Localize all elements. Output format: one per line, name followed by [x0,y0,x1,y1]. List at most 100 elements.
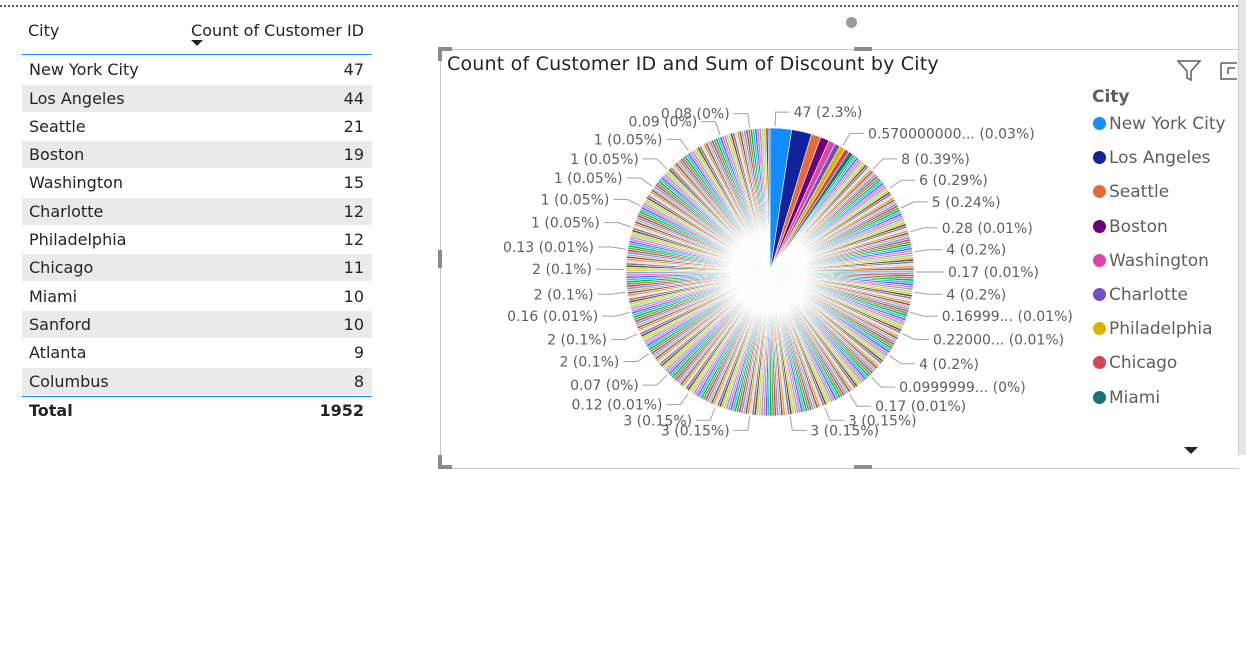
cell-city: Philadelphia [29,230,127,250]
label-leader-line [701,121,721,135]
resize-handle-top-left-v[interactable] [438,47,442,61]
table-row[interactable]: Los Angeles 44 [22,84,372,112]
legend-item[interactable]: New York City [1093,114,1226,134]
table-row[interactable]: Columbus 8 [22,367,372,395]
label-leader-line [871,376,896,388]
scroll-down-icon[interactable] [1184,447,1198,454]
label-leader-line [774,111,790,127]
label-leader-line [849,394,872,407]
resize-handle-top[interactable] [854,47,872,51]
resize-handle-bottom-left[interactable] [438,465,452,469]
data-label: 0.17 (0.01%) [875,399,966,415]
city-count-table: City Count of Customer ID New York City 4… [22,18,372,423]
legend-item[interactable]: Charlotte [1093,285,1188,305]
data-label: 0.17 (0.01%) [948,265,1039,281]
table-row[interactable]: Boston 19 [22,141,372,169]
legend-item[interactable]: Washington [1093,251,1209,271]
data-label: 3 (0.15%) [810,423,879,439]
table-header: City Count of Customer ID [22,18,372,55]
sort-descending-icon[interactable] [191,40,203,46]
table-row[interactable]: Washington 15 [22,169,372,196]
data-label: 1 (0.05%) [570,152,639,168]
label-leader-line [733,416,751,431]
table-row[interactable]: Seattle 21 [22,113,372,140]
data-label: 0.16 (0.01%) [507,309,598,325]
data-label: 0.09 (0%) [629,115,698,131]
cell-count: 44 [343,88,364,108]
label-leader-line [597,291,626,295]
legend-label: Seattle [1109,182,1170,203]
table-row[interactable]: Sanford 10 [22,310,372,338]
pie-slice[interactable] [767,127,771,273]
legend-item[interactable]: Seattle [1093,182,1169,202]
cell-count: 12 [343,230,364,250]
data-label: 0.12 (0.01%) [571,398,662,414]
cell-city: Charlotte [29,201,104,221]
data-label: 4 (0.2%) [919,357,979,373]
filter-icon[interactable] [1176,59,1202,83]
pie-chart[interactable]: 47 (2.3%) 0.570000000... (0.03%) 8 (0.39%)… [441,50,1081,468]
cell-count: 19 [343,145,364,165]
legend-color-icon [1093,185,1106,199]
column-header-city[interactable]: City [28,21,60,40]
resize-handle-left[interactable] [438,250,442,268]
table-row[interactable]: Atlanta 9 [22,339,372,366]
data-label: 0.07 (0%) [570,378,639,394]
vertical-scrollbar[interactable] [1238,0,1246,455]
total-label: Total [29,400,73,420]
label-leader-line [733,113,751,128]
cell-city: Chicago [29,258,94,278]
data-label: 1 (0.05%) [531,216,600,232]
label-leader-line [789,416,807,431]
data-label: 6 (0.29%) [919,173,988,189]
data-label: 1 (0.05%) [554,171,623,187]
resize-handle-bottom-left-v[interactable] [438,455,442,469]
cell-count: 12 [343,201,364,221]
focus-mode-icon[interactable] [1219,59,1239,83]
table-row[interactable]: Philadelphia 12 [22,226,372,253]
cell-city: Atlanta [29,343,87,363]
pie-chart-visual[interactable]: Count of Customer ID and Sum of Discount… [438,47,1239,469]
label-leader-line [889,355,916,365]
data-label: 1 (0.05%) [541,192,610,208]
visual-drag-handle[interactable] [846,17,857,28]
data-label: 0.13 (0.01%) [503,240,594,256]
chart-title: Count of Customer ID and Sum of Discount… [447,53,939,75]
legend-color-icon [1093,219,1106,233]
legend-title: City [1092,87,1130,107]
label-leader-line [602,311,630,317]
table-row[interactable]: Charlotte 12 [22,197,372,225]
label-leader-line [842,132,864,146]
legend-color-icon [1093,322,1106,336]
label-leader-line [872,158,898,170]
legend-item[interactable]: Los Angeles [1093,148,1211,168]
legend-item[interactable]: Miami [1093,388,1160,408]
table-row[interactable]: New York City 47 [22,56,372,83]
legend-item[interactable]: Chicago [1093,353,1177,373]
cell-count: 47 [343,60,364,80]
label-leader-line [910,227,938,233]
data-label: 0.0999999... (0%) [899,380,1026,396]
resize-handle-bottom[interactable] [854,465,872,469]
data-label: 3 (0.15%) [848,413,917,429]
data-label: 3 (0.15%) [623,413,692,429]
data-label: 4 (0.2%) [946,287,1006,303]
table-row[interactable]: Miami 10 [22,283,372,310]
cell-count: 10 [343,286,364,306]
column-header-count[interactable]: Count of Customer ID [191,21,364,40]
data-label: 5 (0.24%) [932,195,1001,211]
legend-item[interactable]: Boston [1093,217,1168,237]
legend-label: Washington [1109,250,1209,271]
legend-color-icon [1093,356,1106,370]
cell-city: Washington [29,173,124,193]
legend-label: Los Angeles [1109,148,1211,169]
total-value: 1952 [319,400,364,420]
data-label: 0.08 (0%) [661,107,730,123]
label-leader-line [696,407,716,421]
table-row[interactable]: Chicago 11 [22,254,372,282]
resize-handle-top-left[interactable] [438,47,452,51]
label-leader-line [914,291,943,295]
legend-item[interactable]: Philadelphia [1093,319,1213,339]
cell-count: 10 [343,314,364,334]
cell-city: New York City [29,60,139,80]
